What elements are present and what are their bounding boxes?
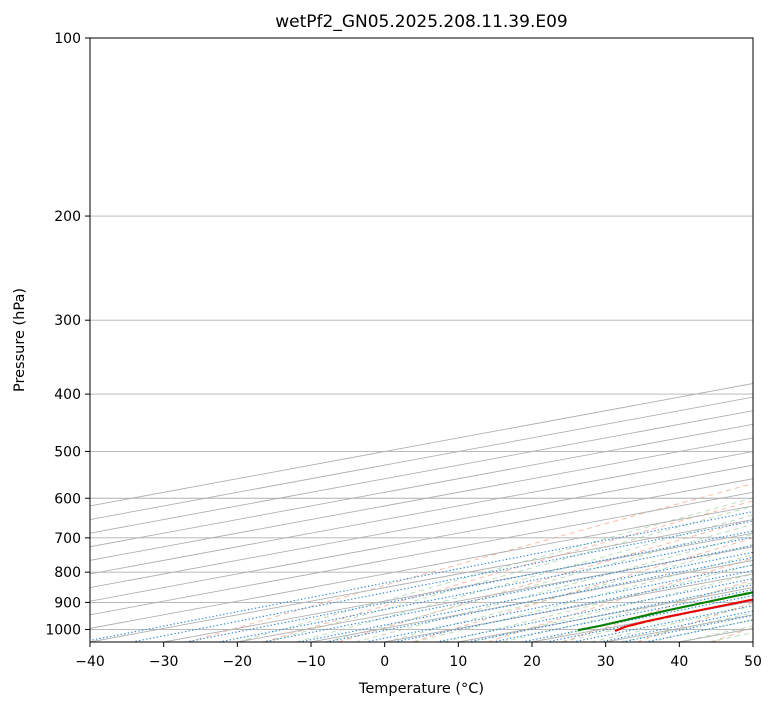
x-tick-label: 40: [670, 654, 688, 670]
chart-title: wetPf2_GN05.2025.208.11.39.E09: [275, 12, 567, 32]
y-tick-label: 100: [54, 31, 81, 47]
y-tick-label: 600: [54, 491, 81, 507]
y-tick-label: 200: [54, 209, 81, 225]
x-tick-label: 20: [523, 654, 541, 670]
x-tick-label: −10: [296, 654, 326, 670]
y-tick-label: 300: [54, 313, 81, 329]
y-tick-label: 400: [54, 387, 81, 403]
x-axis-label: Temperature (°C): [358, 681, 484, 697]
x-tick-label: −40: [75, 654, 105, 670]
y-axis-label: Pressure (hPa): [12, 288, 28, 392]
x-tick-label: 0: [380, 654, 389, 670]
x-tick-label: −30: [149, 654, 179, 670]
y-tick-label: 800: [54, 565, 81, 581]
x-tick-label: 50: [744, 654, 762, 670]
x-tick-label: −20: [223, 654, 253, 670]
y-tick-label: 700: [54, 531, 81, 547]
y-tick-label: 500: [54, 444, 81, 460]
x-tick-label: 30: [597, 654, 615, 670]
y-tick-label: 900: [54, 595, 81, 611]
y-tick-label: 1000: [45, 622, 81, 638]
x-tick-label: 10: [449, 654, 467, 670]
